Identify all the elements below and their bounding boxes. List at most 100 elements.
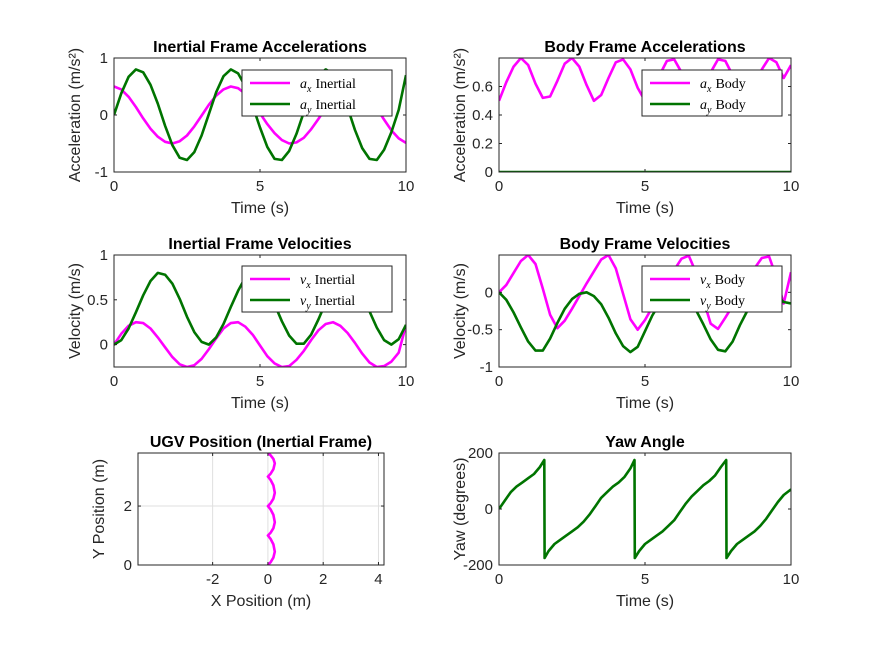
legend-entry-label: ax Body (700, 77, 746, 95)
x-tick-label: 10 (783, 373, 800, 390)
y-tick-label: -1 (480, 359, 493, 376)
legend-word: Inertial (315, 273, 356, 288)
x-tick-label: 5 (641, 178, 649, 195)
y-axis-label: Acceleration (m/s²) (452, 48, 469, 182)
x-tick-label: 10 (398, 373, 415, 390)
legend-variable: v (300, 294, 307, 309)
x-axis-label: Time (s) (231, 395, 289, 412)
legend-word: Body (715, 273, 745, 288)
x-axis-label: Time (s) (616, 593, 674, 610)
y-tick-label: 0.6 (472, 79, 493, 96)
legend-subscript: x (705, 280, 711, 291)
legend-entry-label: ay Body (700, 98, 746, 116)
legend-subscript: y (306, 105, 312, 116)
series-line-series-0 (266, 453, 277, 565)
legend-box (641, 265, 783, 313)
y-tick-label: -0.5 (467, 322, 493, 339)
y-tick-label: -200 (463, 557, 493, 574)
y-tick-label: 1 (100, 247, 108, 264)
chart-inertial-vel: 0 5 10 0 0.5 1 Inertial Frame Velocities Time (… (67, 236, 414, 412)
y-tick-label: 0 (485, 284, 493, 301)
x-tick-label: 0 (495, 178, 503, 195)
x-tick-label: 0 (264, 571, 272, 588)
legend-variable: a (700, 98, 707, 113)
x-tick-label: 4 (374, 571, 382, 588)
y-tick-label: 0 (124, 557, 132, 574)
y-tick-label: 0 (485, 164, 493, 181)
legend-variable: v (700, 273, 707, 288)
legend-entry-label: vy Inertial (300, 294, 355, 312)
y-tick-label: 0 (100, 107, 108, 124)
y-tick-label: -1 (95, 164, 108, 181)
x-axis-label: Time (s) (616, 200, 674, 217)
chart-body-acc: 0 5 10 0 0.2 0.4 0.6 Body Frame Accelerations Ti… (452, 39, 799, 217)
x-tick-label: -2 (206, 571, 219, 588)
y-axis-label: Velocity (m/s) (452, 263, 469, 359)
x-tick-label: 10 (783, 571, 800, 588)
y-tick-label: 200 (468, 445, 493, 462)
legend-subscript: x (305, 280, 311, 291)
plot-area (499, 453, 791, 565)
series-line-series-0 (499, 458, 791, 560)
legend-variable: a (300, 77, 307, 92)
plot-box (137, 452, 385, 566)
legend-subscript: x (706, 84, 712, 95)
y-tick-label: 2 (124, 498, 132, 515)
chart-title: Yaw Angle (605, 434, 685, 451)
x-tick-label: 0 (495, 571, 503, 588)
legend-box (241, 69, 393, 117)
legend-subscript: x (306, 84, 312, 95)
legend: vx Inertial vy Inertial (241, 265, 393, 313)
legend-subscript: y (305, 301, 311, 312)
legend-variable: a (700, 77, 707, 92)
legend-variable: v (700, 294, 707, 309)
legend-variable: a (300, 98, 307, 113)
legend-variable: v (300, 273, 307, 288)
y-tick-label: 1 (100, 50, 108, 67)
x-tick-label: 10 (783, 178, 800, 195)
chart-title: Inertial Frame Accelerations (153, 39, 367, 56)
legend-word: Inertial (315, 98, 356, 113)
y-axis-label: Yaw (degrees) (452, 458, 469, 561)
y-tick-label: 0.5 (87, 292, 108, 309)
chart-title: Body Frame Accelerations (544, 39, 745, 56)
x-tick-label: 5 (641, 373, 649, 390)
y-axis-label: Y Position (m) (91, 459, 108, 559)
x-tick-label: 5 (256, 178, 264, 195)
x-axis-label: X Position (m) (211, 593, 311, 610)
x-axis-label: Time (s) (616, 395, 674, 412)
legend-word: Body (715, 294, 745, 309)
chart-title: Body Frame Velocities (560, 236, 731, 253)
legend-word: Inertial (315, 77, 356, 92)
x-tick-label: 0 (110, 373, 118, 390)
legend-box (241, 265, 393, 313)
legend-subscript: y (705, 301, 711, 312)
x-tick-label: 0 (110, 178, 118, 195)
series-line-v_x-inertial (114, 320, 406, 367)
legend-word: Body (715, 77, 745, 92)
x-tick-label: 5 (256, 373, 264, 390)
plot-area (138, 453, 384, 565)
x-tick-label: 5 (641, 571, 649, 588)
y-tick-label: 0 (100, 337, 108, 354)
legend-entry-label: vx Inertial (300, 273, 355, 291)
chart-ugv-position: -2 0 2 4 0 2 UGV Position (Inertial Frame) X Po… (91, 434, 385, 610)
y-axis-label: Acceleration (m/s²) (67, 48, 84, 182)
series-line-v_y-body (499, 290, 791, 354)
legend-box (641, 69, 783, 117)
legend-entry-label: ay Inertial (300, 98, 356, 116)
legend-entry-label: vx Body (700, 273, 745, 291)
x-tick-label: 2 (319, 571, 327, 588)
legend-subscript: y (706, 105, 712, 116)
chart-body-vel: 0 5 10 -1 -0.5 0 Body Frame Velocities Time (s)… (452, 236, 799, 412)
x-tick-label: 10 (398, 178, 415, 195)
y-tick-label: 0.2 (472, 136, 493, 153)
y-tick-label: 0 (485, 501, 493, 518)
series-line-a_y-inertial (114, 68, 406, 162)
x-axis-label: Time (s) (231, 200, 289, 217)
legend-word: Body (715, 98, 745, 113)
